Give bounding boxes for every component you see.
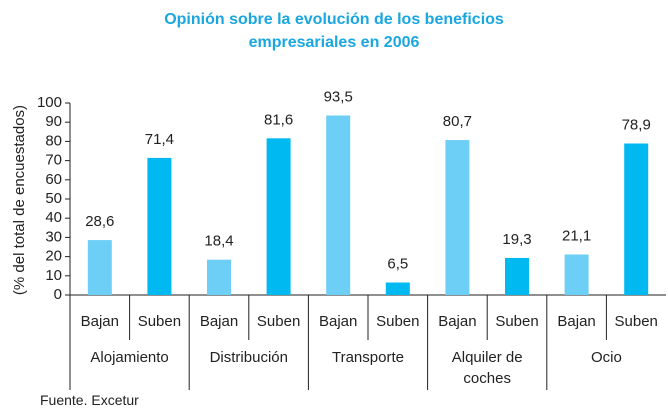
- value-label: 81,6: [264, 111, 293, 128]
- y-tick-label: 80: [45, 132, 62, 149]
- y-tick-label: 70: [45, 152, 62, 169]
- bar: [207, 259, 231, 295]
- x-tick-label: Bajan: [319, 313, 357, 330]
- value-label: 21,1: [562, 227, 591, 244]
- value-label: 93,5: [324, 88, 353, 105]
- y-tick-label: 60: [45, 171, 62, 188]
- y-tick-label: 20: [45, 248, 62, 265]
- value-label: 19,3: [502, 231, 531, 248]
- y-tick-label: 90: [45, 113, 62, 130]
- value-label: 6,5: [387, 255, 408, 272]
- x-tick-label: Suben: [257, 313, 300, 330]
- source: Fuente. Excetur: [40, 392, 139, 408]
- group-label: Distribución: [209, 349, 288, 366]
- bar: [564, 254, 589, 295]
- x-tick-label: Suben: [376, 313, 419, 330]
- y-tick-label: 40: [45, 209, 62, 226]
- value-label: 18,4: [204, 233, 233, 250]
- bar: [147, 157, 172, 295]
- y-tick-label: 100: [37, 94, 62, 111]
- y-tick-label: 30: [45, 228, 62, 245]
- x-tick-label: Suben: [495, 313, 538, 330]
- y-tick-label: 50: [45, 190, 62, 207]
- x-tick-label: Bajan: [81, 313, 119, 330]
- value-label: 80,7: [443, 113, 472, 130]
- bar: [266, 138, 291, 295]
- group-label: Ocio: [590, 349, 622, 366]
- x-tick-label: Suben: [138, 313, 181, 330]
- y-tick-label: 10: [45, 267, 62, 284]
- chart-title: Opinión sobre la evolución de los benefi…: [164, 11, 504, 51]
- x-tick-label: Bajan: [200, 313, 238, 330]
- bar: [624, 143, 649, 295]
- value-label: 71,4: [145, 131, 174, 148]
- bar: [445, 140, 470, 295]
- bar: [326, 115, 351, 295]
- x-tick-label: Bajan: [438, 313, 476, 330]
- bar: [385, 282, 410, 295]
- value-label: 78,9: [622, 116, 651, 133]
- y-tick-label: 0: [54, 286, 62, 303]
- x-tick-label: Bajan: [557, 313, 595, 330]
- y-axis-label: (% del total de encuestados): [11, 105, 28, 295]
- group-label: Alquiler de coches: [451, 349, 523, 387]
- bar: [87, 240, 112, 295]
- x-tick-label: Suben: [615, 313, 658, 330]
- bar: [505, 257, 529, 295]
- group-label: Transporte: [331, 349, 404, 366]
- group-label: Alojamiento: [90, 349, 169, 366]
- value-label: 28,6: [85, 213, 114, 230]
